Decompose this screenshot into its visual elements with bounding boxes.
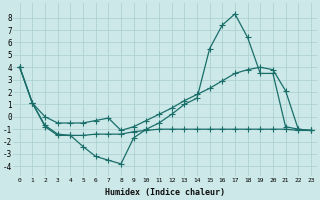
X-axis label: Humidex (Indice chaleur): Humidex (Indice chaleur) (105, 188, 225, 197)
